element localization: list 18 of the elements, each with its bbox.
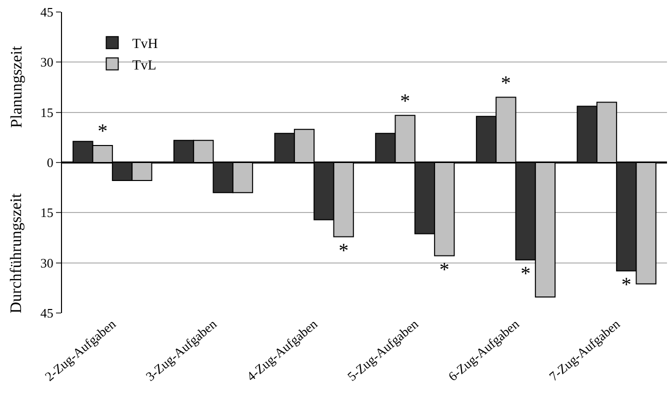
y-tick-label: 0 (46, 155, 54, 170)
y-tick-label: 45 (40, 4, 54, 20)
data-label: * (400, 90, 410, 112)
legend-label: TvL (132, 58, 156, 74)
data-label: * (98, 120, 108, 142)
legend-label: TvH (132, 37, 158, 52)
text: Durchführungszeit (8, 192, 25, 314)
data-label: * (439, 258, 450, 281)
data-label: * (621, 274, 632, 296)
data-label: * (500, 72, 511, 94)
y-tick-label: 45 (40, 306, 54, 321)
y-tick-label: 30 (40, 255, 54, 270)
data-label: * (520, 262, 531, 285)
y-tick-label: 30 (40, 54, 54, 70)
y-tick-label: 15 (40, 104, 54, 120)
data-label: * (338, 240, 349, 262)
y-tick-label: 15 (40, 205, 54, 220)
y-axis-title: Planungszeit (8, 46, 26, 128)
